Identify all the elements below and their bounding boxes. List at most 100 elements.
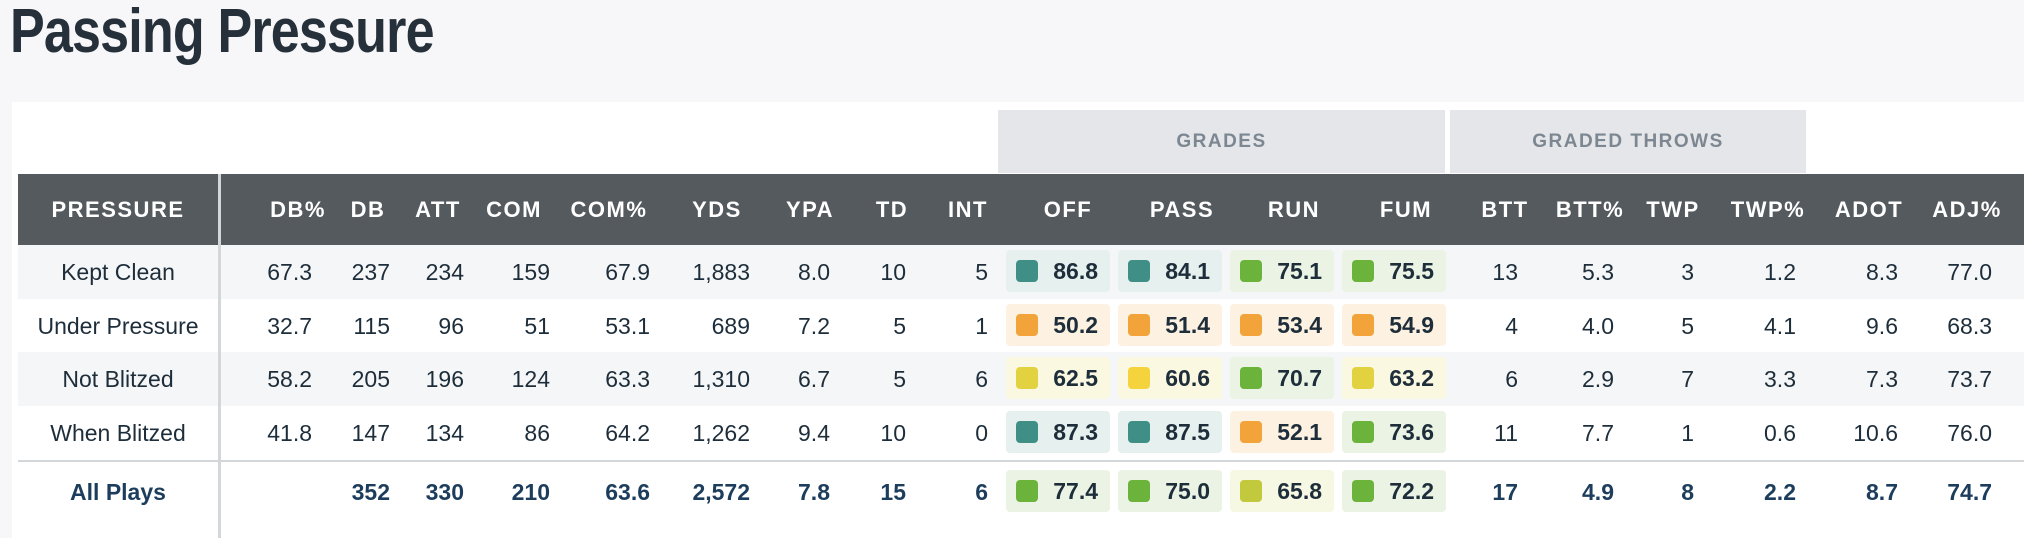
grade-fum-cell: 63.2 <box>1342 357 1446 399</box>
table-row: Kept Clean 67.3 237 234 159 67.9 1,883 8.0 10 5 86… <box>18 245 2024 299</box>
column-header-db-pct[interactable]: DB% <box>270 197 326 222</box>
column-header-run[interactable]: RUN <box>1267 197 1321 222</box>
column-header-int[interactable]: INT <box>948 197 988 222</box>
column-header-twp-pct[interactable]: TWP% <box>1730 197 1806 222</box>
cell-adot: 8.7 <box>1866 479 1898 505</box>
grade-color-swatch <box>1016 314 1038 336</box>
cell-btt: 4 <box>1505 313 1518 339</box>
cell-adj-pct: 73.7 <box>1947 366 1992 392</box>
column-header-ypa[interactable]: YPA <box>785 197 835 222</box>
passing-pressure-table: GRADES GRADED THROWS PRESSURE DB% DB ATT COM… <box>12 102 2024 538</box>
cell-td: 5 <box>893 366 906 392</box>
column-header-twp[interactable]: TWP <box>1646 197 1700 222</box>
grade-run-cell: 53.4 <box>1230 304 1334 346</box>
cell-att: 330 <box>425 479 464 505</box>
grade-run-cell: 70.7 <box>1230 357 1334 399</box>
cell-att: 234 <box>425 259 464 285</box>
grade-value: 87.5 <box>1165 418 1210 445</box>
grade-value: 60.6 <box>1165 364 1210 391</box>
cell-btt-pct: 7.7 <box>1582 420 1614 446</box>
column-header-td[interactable]: TD <box>875 197 909 222</box>
cell-int: 6 <box>975 479 988 505</box>
grades-group-header: GRADES <box>998 110 1445 173</box>
cell-com-pct: 67.9 <box>605 259 650 285</box>
column-header-off[interactable]: OFF <box>1043 197 1093 222</box>
cell-btt-pct: 2.9 <box>1582 366 1614 392</box>
cell-ypa: 7.8 <box>798 479 830 505</box>
cell-adot: 9.6 <box>1866 313 1898 339</box>
cell-db: 147 <box>351 420 390 446</box>
cell-adot: 7.3 <box>1866 366 1898 392</box>
cell-yds: 2,572 <box>692 479 750 505</box>
total-separator <box>18 460 2024 462</box>
cell-com: 86 <box>524 420 550 446</box>
column-header-btt[interactable]: BTT <box>1481 197 1529 222</box>
grade-color-swatch <box>1352 314 1374 336</box>
table-header-row: PRESSURE DB% DB ATT COM COM% YDS YPA TD INT OFF PAS… <box>18 174 2024 245</box>
cell-ypa: 8.0 <box>798 259 830 285</box>
table-row: Not Blitzed 58.2 205 196 124 63.3 1,310 6.7 5 6 62… <box>18 352 2024 406</box>
cell-att: 96 <box>438 313 464 339</box>
column-header-db[interactable]: DB <box>350 197 386 222</box>
cell-db-pct: 41.8 <box>267 420 312 446</box>
cell-com-pct: 53.1 <box>605 313 650 339</box>
cell-btt: 6 <box>1505 366 1518 392</box>
grade-off-cell: 87.3 <box>1006 411 1110 453</box>
cell-com-pct: 63.3 <box>605 366 650 392</box>
grade-value: 54.9 <box>1389 311 1434 338</box>
cell-com: 51 <box>524 313 550 339</box>
total-row: All Plays 352 330 210 63.6 2,572 7.8 15 6 77.4 75.… <box>18 465 2024 519</box>
cell-twp: 5 <box>1681 313 1694 339</box>
grade-value: 75.5 <box>1389 257 1434 284</box>
column-header-fum[interactable]: FUM <box>1379 197 1433 222</box>
row-label: Not Blitzed <box>62 366 174 392</box>
cell-yds: 1,883 <box>692 259 750 285</box>
grade-value: 70.7 <box>1277 364 1322 391</box>
row-label: Kept Clean <box>61 259 175 285</box>
cell-td: 5 <box>893 313 906 339</box>
cell-db: 205 <box>351 366 390 392</box>
grade-value: 52.1 <box>1277 418 1322 445</box>
cell-yds: 689 <box>711 313 750 339</box>
grade-color-swatch <box>1240 367 1262 389</box>
cell-com-pct: 63.6 <box>605 479 650 505</box>
cell-twp-pct: 1.2 <box>1764 259 1796 285</box>
grade-off-cell: 86.8 <box>1006 250 1110 292</box>
column-header-com-pct[interactable]: COM% <box>570 197 648 222</box>
grade-color-swatch <box>1016 480 1038 502</box>
cell-btt: 13 <box>1492 259 1518 285</box>
grade-value: 75.0 <box>1165 477 1210 504</box>
cell-adot: 8.3 <box>1866 259 1898 285</box>
cell-com: 124 <box>511 366 550 392</box>
column-header-com[interactable]: COM <box>486 197 542 222</box>
cell-btt-pct: 4.9 <box>1582 479 1614 505</box>
column-header-btt-pct[interactable]: BTT% <box>1555 197 1625 222</box>
cell-twp: 3 <box>1681 259 1694 285</box>
grade-color-swatch <box>1240 480 1262 502</box>
grade-color-swatch <box>1240 260 1262 282</box>
grade-color-swatch <box>1016 260 1038 282</box>
page-title: Passing Pressure <box>10 0 435 66</box>
grade-value: 51.4 <box>1165 311 1210 338</box>
grade-value: 86.8 <box>1053 257 1098 284</box>
column-header-yds[interactable]: YDS <box>692 197 742 222</box>
grade-fum-cell: 75.5 <box>1342 250 1446 292</box>
cell-yds: 1,310 <box>692 366 750 392</box>
cell-ypa: 9.4 <box>798 420 830 446</box>
column-header-pass[interactable]: PASS <box>1149 197 1215 222</box>
grade-value: 53.4 <box>1277 311 1322 338</box>
cell-int: 1 <box>975 313 988 339</box>
table-row: Under Pressure 32.7 115 96 51 53.1 689 7.2 5 1 50.… <box>18 299 2024 353</box>
grade-fum-cell: 54.9 <box>1342 304 1446 346</box>
grade-color-swatch <box>1352 480 1374 502</box>
grade-run-cell: 52.1 <box>1230 411 1334 453</box>
column-header-att[interactable]: ATT <box>415 197 461 222</box>
row-label: Under Pressure <box>37 313 199 339</box>
cell-twp-pct: 4.1 <box>1764 313 1796 339</box>
cell-att: 196 <box>425 366 464 392</box>
cell-td: 10 <box>880 259 906 285</box>
column-header-label[interactable]: PRESSURE <box>51 197 185 222</box>
cell-td: 15 <box>880 479 906 505</box>
column-header-adot[interactable]: ADOT <box>1834 197 1904 222</box>
column-header-adj-pct[interactable]: ADJ% <box>1932 197 2002 222</box>
